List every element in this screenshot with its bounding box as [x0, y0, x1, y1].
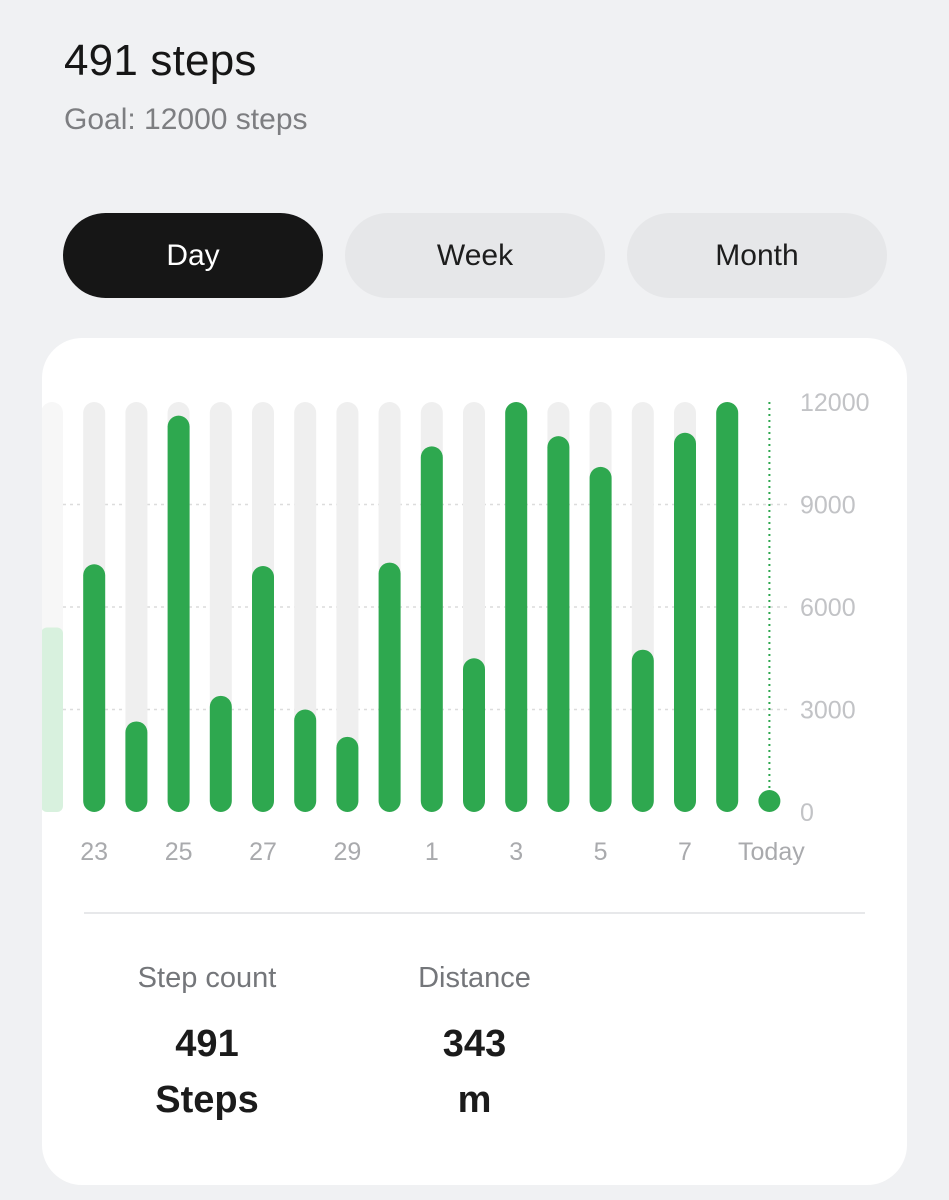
- bar-track: [294, 402, 317, 812]
- y-tick-label: 12000: [800, 389, 870, 417]
- x-tick-label: 5: [594, 838, 608, 866]
- y-tick-label: 0: [800, 799, 814, 827]
- bar: [42, 627, 63, 812]
- y-tick-label: 9000: [800, 492, 856, 520]
- bar: [336, 736, 359, 812]
- bar: [589, 466, 612, 812]
- bar: [378, 562, 401, 812]
- step-count-unit: Steps: [155, 1079, 259, 1121]
- bar: [674, 432, 696, 812]
- distance-value: 343: [442, 1023, 507, 1065]
- header: 491 steps Goal: 12000 steps: [64, 34, 308, 138]
- bar: [547, 436, 570, 812]
- bar: [505, 402, 528, 812]
- x-tick-label: Today: [738, 838, 805, 866]
- goal-text: Goal: 12000 steps: [64, 103, 308, 136]
- distance-label: Distance: [418, 962, 531, 994]
- distance-stat: Distance 343 m: [392, 960, 557, 1128]
- bar: [167, 415, 190, 812]
- bar-track: [125, 402, 148, 812]
- steps-bar-chart[interactable]: 12000 9000 6000 3000 0 23 25 27 29 1 3 5 7 Today: [42, 338, 907, 898]
- steps-card: 12000 9000 6000 3000 0 23 25 27 29 1 3 5 7 Today Step…: [42, 338, 907, 1185]
- step-count-label: Step count: [137, 962, 277, 994]
- x-tick-label: 3: [509, 838, 523, 866]
- tab-day[interactable]: Day: [63, 213, 323, 298]
- x-tick-label: 27: [249, 838, 277, 866]
- bar: [252, 566, 274, 812]
- y-tick-label: 6000: [800, 594, 856, 622]
- x-tick-label: 7: [678, 838, 692, 866]
- bar: [209, 695, 232, 812]
- distance-unit: m: [457, 1079, 492, 1121]
- bar: [294, 709, 317, 812]
- bar-track: [336, 402, 359, 812]
- step-count-value: 491: [175, 1023, 239, 1065]
- period-tabs: Day Week Month: [63, 213, 887, 298]
- steps-title: 491 steps: [64, 36, 257, 85]
- bar: [631, 649, 654, 812]
- bar: [716, 402, 739, 812]
- tab-month[interactable]: Month: [627, 213, 887, 298]
- x-tick-label: 23: [80, 838, 108, 866]
- divider: [84, 912, 865, 914]
- step-count-stat: Step count 491 Steps: [122, 960, 292, 1128]
- y-tick-label: 3000: [800, 697, 856, 725]
- x-tick-label: 25: [165, 838, 193, 866]
- bar: [125, 721, 148, 812]
- tab-week[interactable]: Week: [345, 213, 605, 298]
- bar: [83, 564, 106, 812]
- bar: [463, 658, 485, 812]
- bar-today: [758, 790, 781, 812]
- x-tick-label: 29: [333, 838, 361, 866]
- x-tick-label: 1: [425, 838, 439, 866]
- bar: [420, 446, 443, 812]
